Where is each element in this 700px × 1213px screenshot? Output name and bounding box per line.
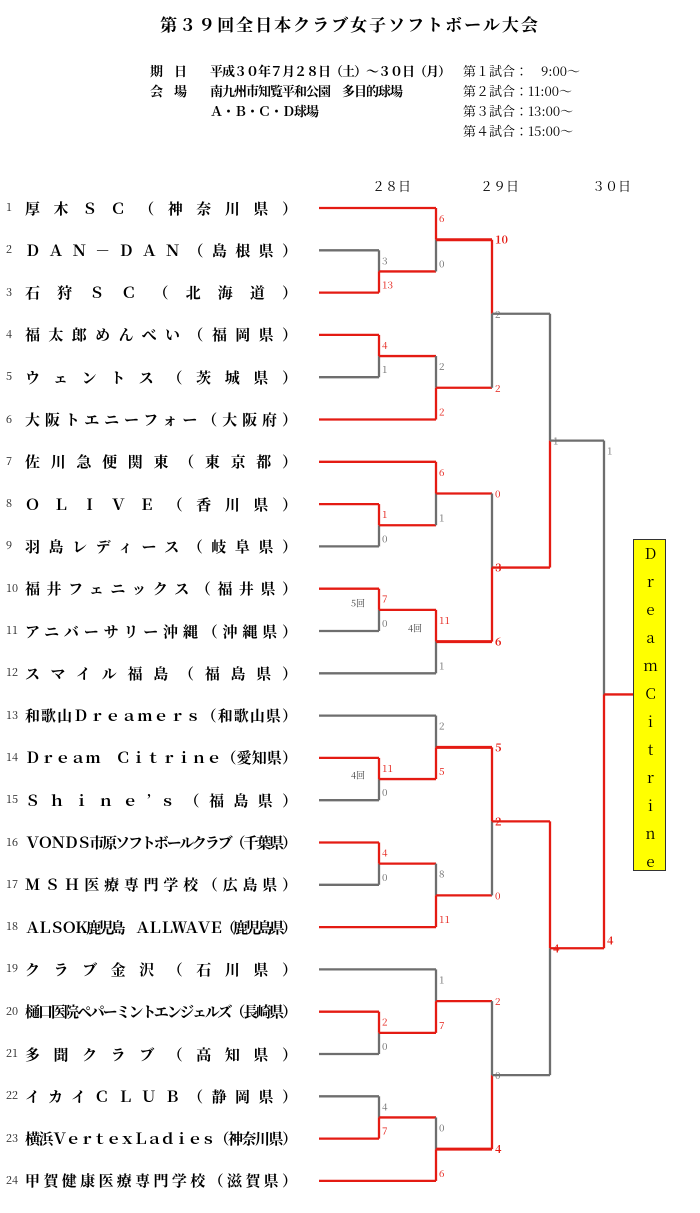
svg-text:3: 3 (382, 252, 388, 267)
svg-text:10: 10 (495, 232, 508, 248)
svg-text:0: 0 (439, 1119, 445, 1134)
svg-text:4: 4 (553, 940, 560, 956)
svg-text:0: 0 (495, 486, 501, 501)
svg-text:1: 1 (607, 443, 613, 458)
svg-text:11: 11 (382, 760, 393, 775)
svg-text:0: 0 (382, 530, 388, 545)
svg-text:0: 0 (382, 869, 388, 884)
svg-text:5: 5 (439, 763, 445, 778)
svg-text:0: 0 (382, 784, 388, 799)
svg-text:6: 6 (495, 634, 502, 650)
svg-text:5回: 5回 (351, 596, 365, 609)
svg-text:4: 4 (382, 1098, 388, 1113)
svg-text:11: 11 (439, 612, 450, 627)
svg-text:0: 0 (495, 1067, 501, 1082)
svg-text:2: 2 (495, 306, 501, 321)
svg-text:4: 4 (607, 932, 614, 948)
svg-text:6: 6 (439, 1165, 445, 1180)
svg-text:7: 7 (382, 591, 388, 606)
svg-text:4: 4 (495, 1141, 502, 1157)
svg-text:4: 4 (382, 845, 388, 860)
svg-text:6: 6 (439, 210, 445, 225)
svg-text:0: 0 (495, 887, 501, 902)
svg-text:1: 1 (382, 506, 388, 521)
svg-text:4: 4 (382, 337, 388, 352)
svg-text:6: 6 (439, 464, 445, 479)
svg-text:1: 1 (439, 971, 445, 986)
svg-text:2: 2 (495, 993, 501, 1008)
svg-text:0: 0 (382, 1038, 388, 1053)
svg-text:1: 1 (382, 361, 388, 376)
svg-text:7: 7 (382, 1123, 388, 1138)
svg-text:0: 0 (382, 615, 388, 630)
svg-text:1: 1 (439, 657, 445, 672)
svg-text:11: 11 (439, 911, 450, 926)
svg-text:2: 2 (439, 718, 445, 733)
svg-text:8: 8 (439, 866, 445, 881)
svg-text:2: 2 (495, 813, 501, 829)
svg-text:1: 1 (553, 433, 559, 448)
svg-text:2: 2 (439, 404, 445, 419)
svg-text:4回: 4回 (408, 622, 422, 635)
svg-text:5: 5 (495, 739, 502, 755)
svg-text:3: 3 (495, 560, 501, 576)
svg-text:13: 13 (382, 277, 393, 292)
svg-text:7: 7 (439, 1017, 445, 1032)
svg-text:1: 1 (439, 509, 445, 524)
svg-text:4回: 4回 (351, 768, 365, 781)
svg-text:2: 2 (439, 358, 445, 373)
svg-text:0: 0 (439, 255, 445, 270)
svg-text:2: 2 (495, 380, 501, 395)
svg-text:2: 2 (382, 1014, 388, 1029)
